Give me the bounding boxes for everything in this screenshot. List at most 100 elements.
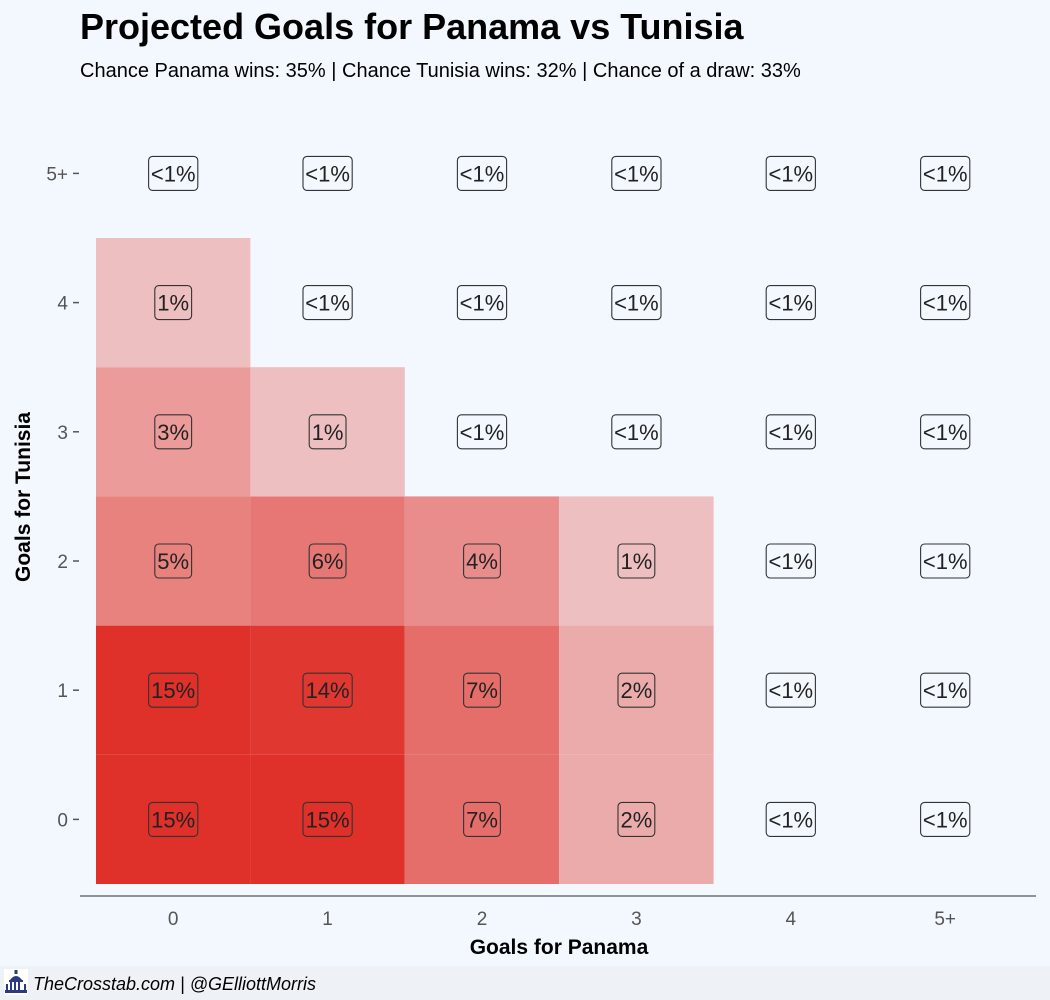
cell-label-box bbox=[611, 414, 662, 450]
x-tick-label: 4 bbox=[786, 909, 797, 930]
cell-label-box bbox=[617, 801, 656, 837]
cell-label-box bbox=[463, 543, 501, 579]
y-tick-label: 4 bbox=[57, 294, 68, 315]
cell-label-text: 7% bbox=[466, 678, 498, 703]
x-tick-label: 2 bbox=[477, 909, 488, 930]
cell-label-text: <1% bbox=[151, 161, 196, 186]
cell-label-text: <1% bbox=[923, 678, 968, 703]
cell-label-text: <1% bbox=[305, 291, 350, 316]
cell-label-box bbox=[617, 543, 656, 579]
cell-label-box bbox=[148, 155, 199, 191]
cell-label-text: <1% bbox=[460, 420, 505, 445]
cell-label: 2% bbox=[617, 672, 656, 708]
heatmap-cell bbox=[559, 754, 714, 884]
cell-label-box bbox=[611, 155, 662, 191]
cell-label-box bbox=[463, 801, 501, 837]
x-axis-title: Goals for Panama bbox=[470, 936, 649, 959]
cell-label-box bbox=[308, 543, 347, 579]
heatmap-plot: 15% 15% 7% 2% <1% <1% 15% 14% 7% 2% <1% <1% 5% 6% 4% 1%… bbox=[12, 155, 1036, 959]
heatmap-cell bbox=[559, 496, 714, 626]
cell-label-text: <1% bbox=[923, 161, 968, 186]
cell-label: <1% bbox=[611, 285, 662, 321]
cell-label-box bbox=[456, 414, 508, 450]
cell-label-text: 2% bbox=[621, 807, 653, 832]
cell-label: <1% bbox=[920, 414, 971, 450]
cell-label-text: <1% bbox=[923, 291, 968, 316]
cell-label: <1% bbox=[148, 155, 199, 191]
chart-subtitle: Chance Panama wins: 35% | Chance Tunisia… bbox=[80, 60, 801, 82]
cell-label: <1% bbox=[765, 155, 816, 191]
cell-label-text: <1% bbox=[923, 807, 968, 832]
capitol-building-icon bbox=[4, 969, 28, 995]
cell-label: 14% bbox=[302, 672, 353, 708]
cell-label-text: <1% bbox=[923, 420, 968, 445]
x-tick-label: 3 bbox=[631, 909, 642, 930]
cell-label-text: <1% bbox=[768, 420, 813, 445]
footer: TheCrosstab.com | @GElliottMorris bbox=[0, 966, 1050, 1000]
x-tick-label: 5+ bbox=[934, 909, 956, 930]
cell-label: <1% bbox=[456, 155, 508, 191]
heatmap-cell bbox=[96, 367, 251, 497]
heatmap-cell bbox=[404, 496, 560, 626]
heatmap-cell bbox=[559, 625, 714, 755]
cell-label: <1% bbox=[920, 801, 971, 837]
footer-credit: TheCrosstab.com | @GElliottMorris bbox=[33, 974, 317, 994]
y-tick-label: 5+ bbox=[46, 164, 68, 185]
cell-label-text: <1% bbox=[614, 420, 659, 445]
cell-label-text: 7% bbox=[466, 807, 498, 832]
cell-label: <1% bbox=[920, 672, 971, 708]
y-tick-label: 0 bbox=[57, 810, 68, 831]
cell-label-box bbox=[765, 801, 816, 837]
cell-label-text: <1% bbox=[614, 291, 659, 316]
cell-label-box bbox=[920, 414, 971, 450]
cell-label-box bbox=[611, 285, 662, 321]
cell-label-box bbox=[148, 672, 199, 708]
cell-label: 7% bbox=[463, 801, 501, 837]
cell-label-text: <1% bbox=[768, 807, 813, 832]
cell-label: 4% bbox=[463, 543, 501, 579]
heatmap-cell bbox=[96, 496, 251, 626]
cell-label: 2% bbox=[617, 801, 656, 837]
cell-label-box bbox=[148, 801, 199, 837]
cell-label-box bbox=[765, 155, 816, 191]
cell-label-box bbox=[456, 155, 508, 191]
cell-label: 15% bbox=[148, 672, 199, 708]
cell-label: <1% bbox=[920, 543, 971, 579]
cell-label-box bbox=[456, 285, 508, 321]
cell-label-text: 15% bbox=[306, 807, 350, 832]
heatmap-cell bbox=[96, 754, 251, 884]
cell-label: <1% bbox=[765, 414, 816, 450]
cell-label: 1% bbox=[617, 543, 656, 579]
cell-label-text: <1% bbox=[460, 291, 505, 316]
cell-label: <1% bbox=[765, 285, 816, 321]
cell-label-box bbox=[920, 285, 971, 321]
cell-label: 1% bbox=[154, 285, 193, 321]
cell-label-box bbox=[765, 285, 816, 321]
y-axis-title: Goals for Tunisia bbox=[12, 412, 35, 582]
cell-label: 15% bbox=[148, 801, 199, 837]
cell-label-box bbox=[302, 801, 353, 837]
cell-label-box bbox=[154, 285, 193, 321]
cell-label-box bbox=[302, 672, 353, 708]
y-tick-label: 3 bbox=[57, 423, 68, 444]
cell-label-box bbox=[302, 285, 353, 321]
cell-label-box bbox=[765, 543, 816, 579]
cell-labels: 15% 15% 7% 2% <1% <1% 15% 14% 7% 2% <1% <1% 5% 6% 4% 1%… bbox=[148, 155, 971, 837]
cell-label-text: 1% bbox=[621, 549, 653, 574]
cell-label-text: <1% bbox=[768, 549, 813, 574]
cell-label: <1% bbox=[302, 285, 353, 321]
x-tick-label: 0 bbox=[168, 909, 179, 930]
cell-label-text: <1% bbox=[768, 291, 813, 316]
cell-label: 7% bbox=[463, 672, 501, 708]
cell-label: 5% bbox=[154, 543, 193, 579]
cell-label-text: <1% bbox=[614, 161, 659, 186]
heatmap-cell bbox=[404, 754, 560, 884]
cell-label-text: <1% bbox=[460, 161, 505, 186]
cell-label: <1% bbox=[765, 801, 816, 837]
cell-label-text: 2% bbox=[621, 678, 653, 703]
y-tick-label: 1 bbox=[57, 681, 68, 702]
cell-label-text: 6% bbox=[312, 549, 344, 574]
cell-label: <1% bbox=[456, 285, 508, 321]
cell-label-text: 1% bbox=[312, 420, 344, 445]
chart-title: Projected Goals for Panama vs Tunisia bbox=[80, 6, 744, 47]
